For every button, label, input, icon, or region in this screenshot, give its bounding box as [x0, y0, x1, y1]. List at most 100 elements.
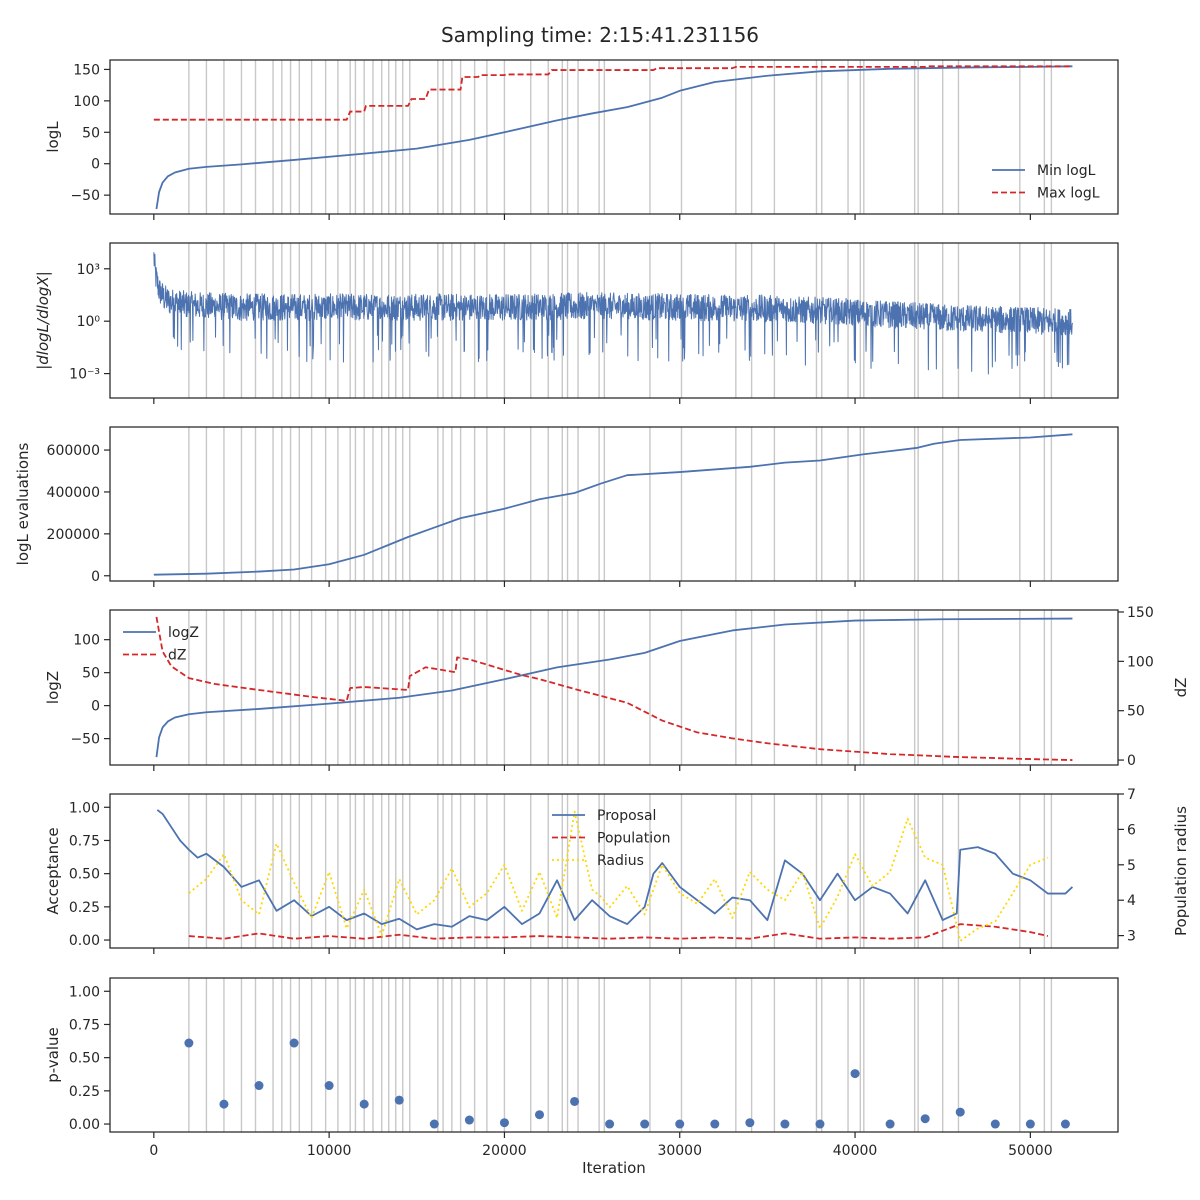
y2label-logz: dZ — [1172, 678, 1190, 698]
axes-frame-logz — [109, 609, 1119, 766]
xtick-label-pvalue-0: 0 — [149, 1143, 158, 1159]
ytick-label-logl-4: 150 — [73, 62, 100, 78]
series-dlogl-0 — [153, 252, 1073, 375]
xlabel-pvalue: Iteration — [582, 1159, 646, 1177]
ylabel-pvalue: p-value — [44, 1027, 62, 1083]
panel-logz: −50 0 50 100 0 50 100 150 dZ logZ logZ dZ — [44, 605, 1190, 771]
xtick-label-pvalue-1: 10000 — [307, 1143, 352, 1159]
point-pvalue-15 — [710, 1119, 720, 1129]
series-logl-1 — [153, 65, 1073, 121]
y2tick-label-logz-3: 150 — [1127, 605, 1154, 621]
point-pvalue-3 — [289, 1038, 299, 1048]
panel-evals: 0 200000 400000 600000 logL evaluations — [14, 426, 1119, 587]
ytick-label-acceptance-1: 0.25 — [69, 900, 100, 916]
legend-label-acceptance-1: Population — [597, 831, 671, 847]
panel-acceptance: 0.00 0.25 0.50 0.75 1.00 3 4 5 6 7 Population radi… — [44, 787, 1190, 954]
legend-label-logl-0: Min logL — [1037, 163, 1096, 179]
series-logl-0 — [155, 65, 1073, 210]
ylabel-acceptance: Acceptance — [44, 827, 62, 914]
y2tick-label-acceptance-4: 7 — [1127, 787, 1136, 803]
panel-pvalue: 0.00 0.25 0.50 0.75 1.00 0 10000 20000 30000 4000… — [44, 977, 1119, 1177]
point-pvalue-7 — [429, 1119, 439, 1129]
ytick-label-pvalue-1: 0.25 — [69, 1084, 100, 1100]
legend-label-logz-0: logZ — [168, 625, 199, 641]
ytick-label-logl-3: 100 — [73, 94, 100, 110]
y2tick-label-acceptance-3: 6 — [1127, 822, 1136, 838]
legend-logz: logZ dZ — [123, 625, 199, 664]
y2tick-label-acceptance-0: 3 — [1127, 929, 1136, 945]
series-evals-0 — [153, 433, 1073, 576]
axes-frame-pvalue — [109, 977, 1119, 1133]
legend-label-logl-1: Max logL — [1037, 186, 1100, 202]
y2tick-label-logz-0: 0 — [1127, 753, 1136, 769]
ytick-label-acceptance-2: 0.50 — [69, 867, 100, 883]
point-pvalue-9 — [499, 1118, 509, 1128]
series-logz-1 — [155, 616, 1073, 761]
panel-dlogl: 10⁻³ 10⁰ 10³ |dlogL/dlogX| — [34, 242, 1119, 404]
ytick-label-logz-0: −50 — [70, 732, 100, 748]
legend-logl: Min logL Max logL — [992, 163, 1100, 202]
point-pvalue-1 — [219, 1099, 229, 1109]
legend-acceptance: Proposal Population Radius — [552, 808, 671, 869]
ylabel-logz: logZ — [44, 671, 62, 704]
figure-title: Sampling time: 2:15:41.231156 — [441, 23, 759, 47]
ytick-label-logz-2: 50 — [82, 666, 100, 682]
point-pvalue-16 — [745, 1118, 755, 1128]
point-pvalue-4 — [324, 1081, 334, 1091]
xtick-label-pvalue-5: 50000 — [1008, 1143, 1053, 1159]
point-pvalue-22 — [955, 1107, 965, 1117]
xtick-label-pvalue-4: 40000 — [833, 1143, 878, 1159]
point-pvalue-5 — [359, 1099, 369, 1109]
y2tick-label-logz-2: 100 — [1127, 654, 1154, 670]
point-pvalue-6 — [394, 1095, 404, 1105]
point-pvalue-10 — [534, 1110, 544, 1120]
ylabel-evals: logL evaluations — [14, 442, 32, 565]
point-pvalue-12 — [605, 1119, 615, 1129]
y2tick-label-acceptance-2: 5 — [1127, 858, 1136, 874]
ytick-label-logl-2: 50 — [82, 125, 100, 141]
ylabel-dlogl: |dlogL/dlogX| — [34, 271, 52, 370]
ytick-label-acceptance-3: 0.75 — [69, 833, 100, 849]
ytick-label-pvalue-2: 0.50 — [69, 1051, 100, 1067]
axes-frame-evals — [109, 426, 1119, 582]
point-pvalue-14 — [675, 1119, 685, 1129]
axes-frame-acceptance — [109, 793, 1119, 949]
point-pvalue-2 — [254, 1081, 264, 1091]
ytick-label-dlogl-2: 10³ — [77, 262, 100, 278]
point-pvalue-0 — [184, 1038, 194, 1048]
ytick-label-pvalue-4: 1.00 — [69, 984, 100, 1000]
point-pvalue-8 — [464, 1115, 474, 1125]
axes-frame-logl — [109, 59, 1119, 215]
axes-frame-dlogl — [109, 242, 1119, 399]
legend-label-acceptance-0: Proposal — [597, 808, 656, 824]
ytick-label-logl-0: −50 — [70, 188, 100, 204]
y2label-acceptance: Population radius — [1172, 806, 1190, 936]
point-pvalue-24 — [1025, 1119, 1035, 1129]
ytick-label-dlogl-1: 10⁰ — [77, 314, 101, 330]
point-pvalue-20 — [885, 1119, 895, 1129]
legend-label-acceptance-2: Radius — [597, 853, 644, 869]
ytick-label-acceptance-4: 1.00 — [69, 800, 100, 816]
series-acceptance-1 — [188, 923, 1049, 940]
point-pvalue-18 — [815, 1119, 825, 1129]
point-pvalue-19 — [850, 1069, 860, 1079]
ytick-label-evals-2: 400000 — [47, 485, 100, 501]
series-acceptance-0 — [156, 809, 1074, 931]
series-logz-0 — [155, 617, 1073, 758]
point-pvalue-23 — [990, 1119, 1000, 1129]
ytick-label-logz-1: 0 — [91, 699, 100, 715]
ytick-label-evals-0: 0 — [91, 569, 100, 585]
point-pvalue-17 — [780, 1119, 790, 1129]
ytick-label-acceptance-0: 0.00 — [69, 933, 100, 949]
ytick-label-pvalue-3: 0.75 — [69, 1017, 100, 1033]
ytick-label-logl-1: 0 — [91, 157, 100, 173]
ytick-label-dlogl-0: 10⁻³ — [69, 367, 100, 383]
point-pvalue-21 — [920, 1114, 930, 1124]
y2tick-label-logz-1: 50 — [1127, 704, 1145, 720]
y2tick-label-acceptance-1: 4 — [1127, 893, 1136, 909]
ytick-label-evals-1: 200000 — [47, 527, 100, 543]
point-pvalue-25 — [1060, 1119, 1070, 1129]
ylabel-logl: logL — [44, 121, 62, 153]
point-pvalue-11 — [570, 1096, 580, 1106]
